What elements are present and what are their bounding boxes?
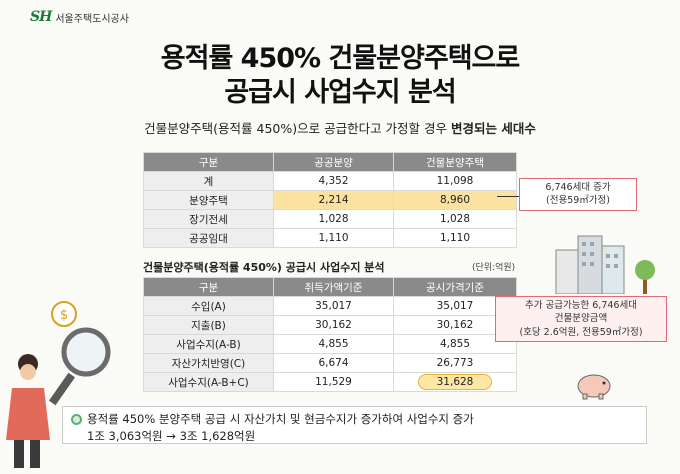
cell-value: 26,773 (393, 353, 517, 373)
piggy-bank-icon (577, 374, 611, 400)
svg-text:$: $ (60, 308, 68, 323)
table-header-row: 구분 취득가액기준 공시가격기준 (143, 277, 517, 297)
cell-value: 11,098 (393, 171, 517, 191)
section2-title: 건물분양주택(용적률 450%) 공급시 사업수지 분석 (143, 261, 385, 274)
callout-line: 건물분양금액 (554, 313, 608, 325)
subtitle: 건물분양주택(용적률 450%)으로 공급한다고 가정할 경우 변경되는 세대수 (0, 118, 680, 137)
header-building-sale: 건물분양주택 (393, 152, 517, 172)
note-bullet-icon (71, 414, 82, 425)
cell-value: 4,352 (273, 171, 394, 191)
callout-line: 6,746세대 증가 (545, 182, 611, 193)
callout-connector (497, 196, 519, 197)
table-row: 사업수지(A-B+C) 11,529 31,628 (143, 372, 517, 392)
callout-line: (호당 2.6억원, 전용59㎡가정) (519, 326, 643, 338)
title-line-1: 용적률 450% 건물분양주택으로 (160, 43, 520, 74)
unit-label: (단위:억원) (472, 263, 516, 273)
profit-table: 구분 취득가액기준 공시가격기준 수입(A) 35,017 35,017 지출(… (143, 277, 517, 392)
note-line-1: 용적률 450% 분양주택 공급 시 자산가치 및 현금수지가 증가하여 사업수… (87, 412, 474, 426)
logo-text: 서울주택도시공사 (55, 13, 129, 25)
row-label: 수입(A) (143, 296, 274, 316)
table-row: 사업수지(A-B) 4,855 4,855 (143, 334, 517, 354)
row-label: 분양주택 (143, 190, 274, 210)
cell-value: 1,110 (393, 228, 517, 248)
highlight-pill: 31,628 (417, 374, 493, 390)
table-row: 공공임대 1,110 1,110 (143, 228, 517, 248)
cell-value: 4,855 (393, 334, 517, 354)
household-increase-callout: 6,746세대 증가 (전용59㎡가정) (519, 178, 637, 211)
cell-value-highlight: 2,214 (273, 190, 394, 210)
header-category: 구분 (143, 277, 274, 297)
subtitle-prefix: 건물분양주택(용적률 450%)으로 공급한다고 가정할 경우 (144, 121, 451, 136)
callout-line: 추가 공급가능한 6,746세대 (525, 300, 637, 311)
header-public-sale: 공공분양 (273, 152, 394, 172)
cell-value-highlight: 31,628 (393, 372, 517, 392)
table-row: 지출(B) 30,162 30,162 (143, 315, 517, 335)
row-label: 자산가치반영(C) (143, 353, 274, 373)
row-label: 계 (143, 171, 274, 191)
table-row: 계 4,352 11,098 (143, 171, 517, 191)
table-row: 자산가치반영(C) 6,674 26,773 (143, 353, 517, 373)
row-label: 사업수지(A-B+C) (143, 372, 274, 392)
table-row: 분양주택 2,214 8,960 (143, 190, 517, 210)
header-category: 구분 (143, 152, 274, 172)
table-header-row: 구분 공공분양 건물분양주택 (143, 152, 517, 172)
callout-line: (전용59㎡가정) (546, 195, 610, 207)
header-acquisition: 취득가액기준 (273, 277, 394, 297)
row-label: 공공임대 (143, 228, 274, 248)
cell-value: 30,162 (393, 315, 517, 335)
table-row: 장기전세 1,028 1,028 (143, 209, 517, 229)
table-row: 수입(A) 35,017 35,017 (143, 296, 517, 316)
logo-mark: SH (30, 9, 52, 25)
buildings-illustration (555, 235, 655, 294)
cell-value-highlight: 8,960 (393, 190, 517, 210)
cell-value: 30,162 (273, 315, 394, 335)
cell-value: 1,110 (273, 228, 394, 248)
cell-value: 1,028 (393, 209, 517, 229)
household-table: 구분 공공분양 건물분양주택 계 4,352 11,098 분양주택 2,214… (143, 152, 517, 248)
row-label: 사업수지(A-B) (143, 334, 274, 354)
additional-supply-callout: 추가 공급가능한 6,746세대 건물분양금액 (호당 2.6억원, 전용59㎡… (495, 296, 667, 342)
title-line-2: 공급시 사업수지 분석 (224, 77, 456, 108)
header-official-price: 공시가격기준 (393, 277, 517, 297)
logo: SH 서울주택도시공사 (30, 9, 129, 25)
cell-value: 35,017 (273, 296, 394, 316)
row-label: 장기전세 (143, 209, 274, 229)
woman-magnifier-illustration: $ (6, 301, 111, 468)
row-label: 지출(B) (143, 315, 274, 335)
subtitle-bold: 변경되는 세대수 (451, 121, 536, 136)
cell-value: 1,028 (273, 209, 394, 229)
cell-value: 6,674 (273, 353, 394, 373)
cell-value: 11,529 (273, 372, 394, 392)
note-line-2: 1조 3,063억원 → 3조 1,628억원 (87, 428, 256, 443)
cell-value: 35,017 (393, 296, 517, 316)
summary-note: 용적률 450% 분양주택 공급 시 자산가치 및 현금수지가 증가하여 사업수… (62, 406, 647, 444)
cell-value: 4,855 (273, 334, 394, 354)
